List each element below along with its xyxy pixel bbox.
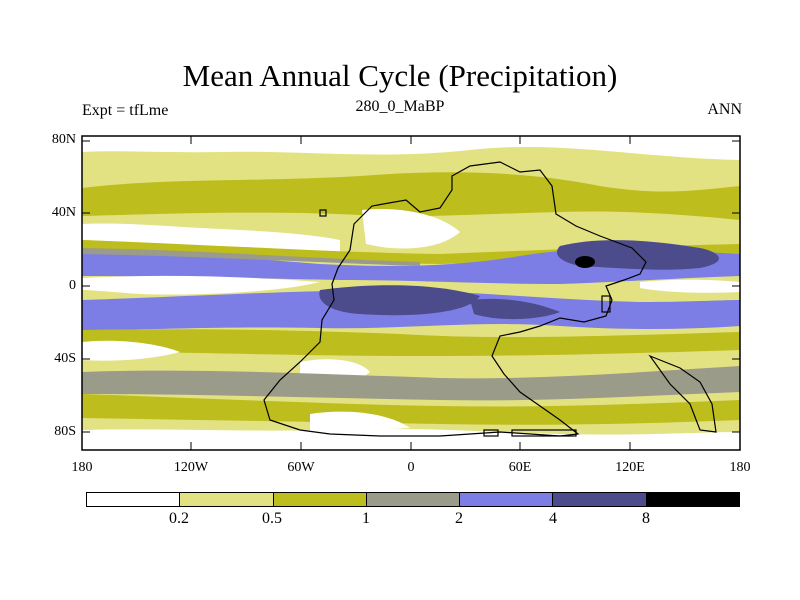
- lon-label-120e: 120E: [615, 460, 645, 475]
- field-sahara-white: [362, 208, 460, 249]
- island-outline-3: [319, 209, 327, 217]
- field-sh-white-west: [82, 340, 180, 361]
- colorbar-box-2: [180, 493, 274, 506]
- colorbar-box-6: [553, 493, 647, 506]
- plot-title: Mean Annual Cycle (Precipitation): [182, 58, 618, 93]
- lat-label-80s: 80S: [54, 424, 76, 439]
- field-amazon-dark: [319, 285, 480, 316]
- field-nh-subtropic-white: [82, 223, 340, 252]
- colorbar-label-0-5: 0.5: [262, 510, 282, 527]
- colorbar-label-4: 4: [549, 510, 557, 527]
- lon-label-60w: 60W: [287, 460, 315, 475]
- field-north-white: [82, 136, 740, 160]
- colorbar-label-0-2: 0.2: [169, 510, 189, 527]
- field-eq-white-east: [640, 279, 740, 293]
- island-outline-2: [511, 429, 577, 437]
- field-itcz-gray: [82, 248, 420, 266]
- field-south-white: [82, 428, 740, 450]
- lat-label-80n: 80N: [51, 132, 76, 147]
- colorbar-box-4: [366, 493, 461, 506]
- lon-label-0: 0: [407, 460, 415, 475]
- field-antarctic-white-2: [310, 411, 410, 432]
- lon-label-180e: 180: [729, 460, 751, 475]
- coastlines: [263, 161, 717, 437]
- axis-ticks: [82, 136, 740, 450]
- colorbar-label-1: 1: [362, 510, 370, 527]
- time-label: 280_0_MaBP: [355, 98, 445, 115]
- field-sh-olive: [82, 329, 740, 356]
- island-outline-4: [601, 295, 611, 313]
- season-label: ANN: [707, 101, 742, 118]
- field-monsoon-dark: [556, 240, 719, 270]
- colorbar-label-8: 8: [642, 510, 650, 527]
- lat-label-0: 0: [69, 278, 76, 293]
- colorbar-box-1: [87, 493, 181, 506]
- lon-label-180w: 180: [71, 460, 93, 475]
- colorbar: [86, 492, 740, 507]
- field-sh-gray: [82, 366, 740, 401]
- experiment-label: Expt = tfLme: [82, 102, 169, 119]
- contour-fields: [82, 136, 740, 450]
- east-landmass-outline: [648, 354, 717, 433]
- colorbar-box-3: [273, 493, 367, 506]
- pangaea-outline: [263, 161, 647, 437]
- field-africa-dark: [470, 298, 560, 320]
- field-eq-white-west: [82, 275, 320, 295]
- lat-label-40n: 40N: [51, 205, 76, 220]
- lat-label-40s: 40S: [54, 351, 76, 366]
- colorbar-box-5: [460, 493, 554, 506]
- lon-label-120w: 120W: [173, 460, 209, 475]
- field-sh-olive-2: [82, 394, 740, 425]
- colorbar-label-2: 2: [455, 510, 463, 527]
- island-outline-1: [483, 429, 499, 437]
- field-nh-olive: [82, 172, 740, 220]
- lon-label-60e: 60E: [508, 460, 532, 475]
- field-max-black: [575, 256, 595, 268]
- colorbar-box-7: [646, 493, 739, 506]
